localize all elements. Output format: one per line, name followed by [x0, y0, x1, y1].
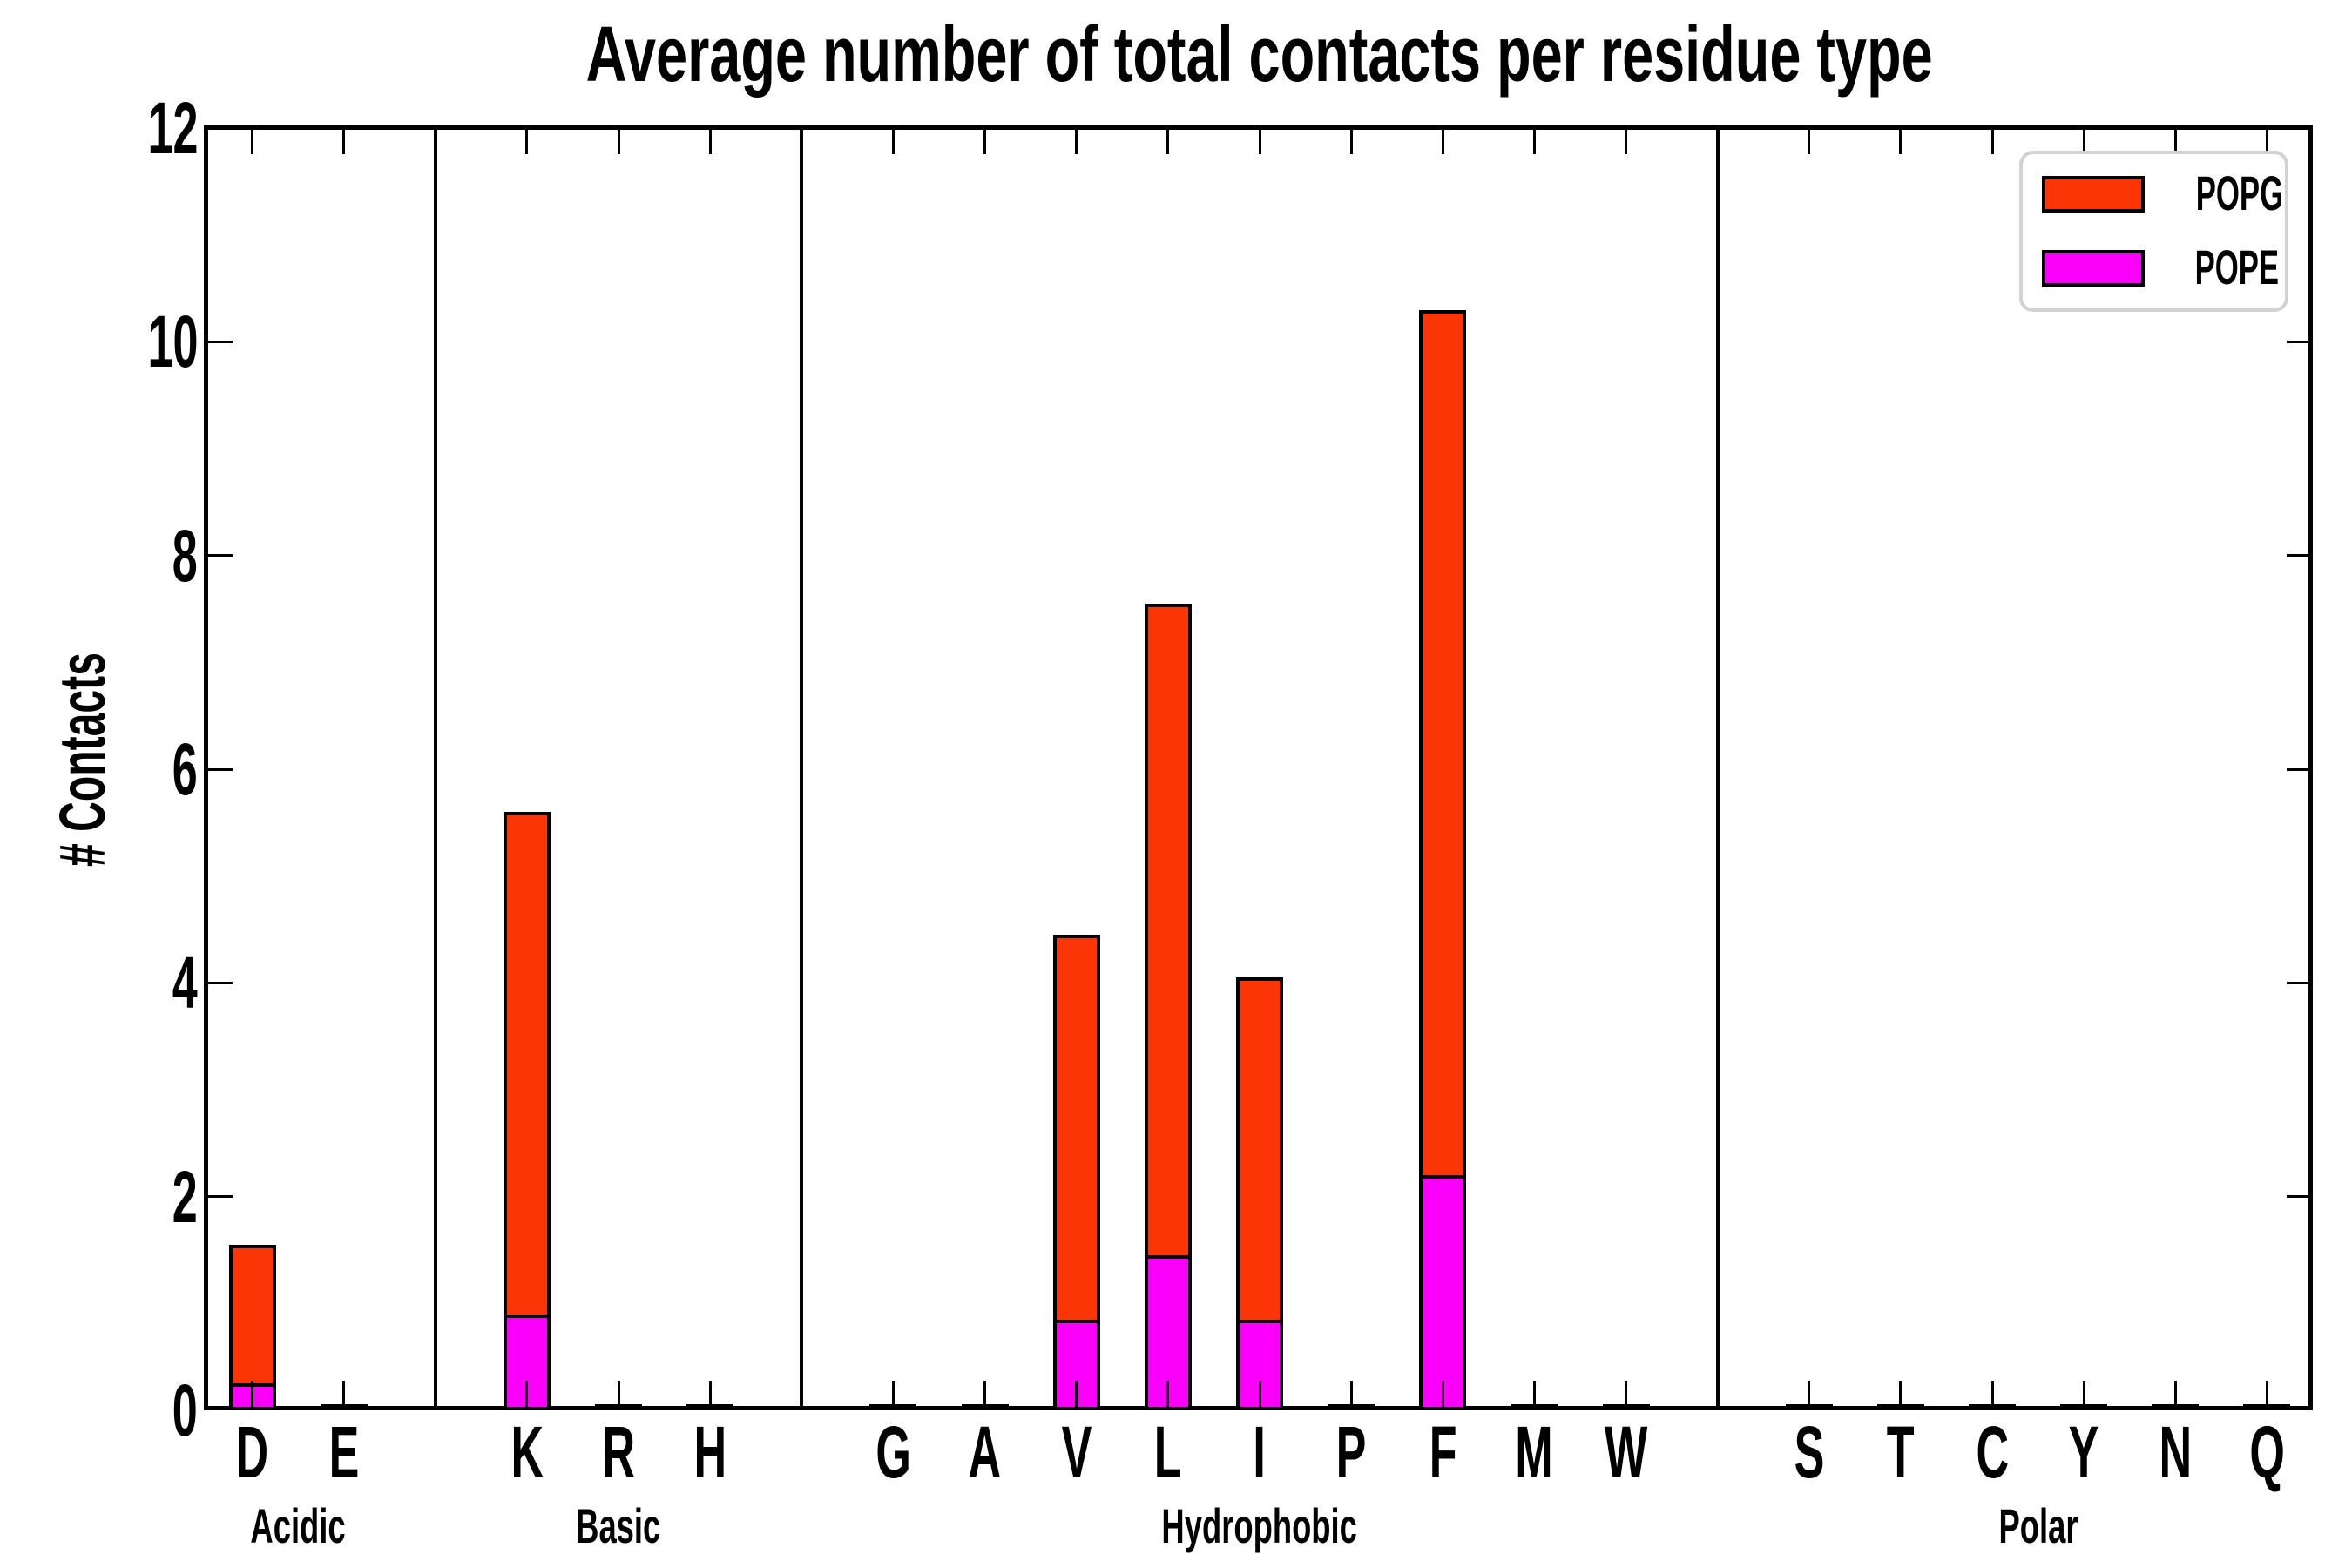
x-tick-bottom-C [1990, 1381, 1994, 1409]
x-label-P: P [1335, 1411, 1367, 1493]
x-tick-top-L [1166, 130, 1170, 154]
x-tick-bottom-S [1808, 1381, 1811, 1409]
y-tick-label-10: 10 [147, 301, 198, 383]
x-tick-bottom-K [525, 1381, 529, 1409]
x-tick-bottom-H [708, 1381, 712, 1409]
y-tick-left-10 [208, 340, 233, 343]
x-tick-top-H [708, 130, 712, 154]
x-tick-bottom-Q [2265, 1381, 2268, 1409]
x-tick-bottom-V [1075, 1381, 1078, 1409]
y-tick-left-8 [208, 554, 233, 558]
y-tick-label-4: 4 [172, 942, 198, 1024]
group-divider-2 [1715, 128, 1720, 1410]
bar-popg-I [1236, 977, 1283, 1323]
bar-popg-D [228, 1244, 276, 1388]
y-tick-label-0: 0 [172, 1369, 198, 1451]
group-divider-0 [433, 128, 437, 1410]
x-tick-bottom-I [1258, 1381, 1261, 1409]
x-tick-bottom-L [1166, 1381, 1170, 1409]
x-tick-bottom-D [251, 1381, 254, 1409]
x-label-W: W [1604, 1411, 1648, 1493]
x-tick-top-Y [2082, 130, 2085, 154]
x-label-R: R [602, 1411, 635, 1493]
y-tick-right-10 [2287, 340, 2311, 343]
x-label-S: S [1794, 1411, 1825, 1493]
x-tick-bottom-A [983, 1381, 987, 1409]
x-tick-top-S [1808, 130, 1811, 154]
x-label-N: N [2159, 1411, 2193, 1493]
y-tick-right-2 [2287, 1195, 2311, 1199]
x-tick-top-I [1258, 130, 1261, 154]
legend: POPG POPE [2019, 151, 2288, 312]
x-label-Y: Y [2068, 1411, 2099, 1493]
x-tick-top-M [1532, 130, 1536, 154]
x-tick-top-A [983, 130, 987, 154]
bar-popg-K [503, 812, 551, 1318]
x-label-G: G [875, 1411, 911, 1493]
x-tick-bottom-R [617, 1381, 620, 1409]
bar-popg-V [1052, 935, 1100, 1323]
popg-legend-label: POPG [2195, 166, 2284, 220]
y-tick-label-12: 12 [147, 87, 198, 169]
x-tick-top-T [1899, 130, 1903, 154]
y-tick-right-6 [2287, 767, 2311, 771]
x-label-M: M [1515, 1411, 1554, 1493]
x-label-K: K [510, 1411, 544, 1493]
x-label-V: V [1061, 1411, 1092, 1493]
y-tick-label-6: 6 [172, 728, 198, 810]
y-tick-left-6 [208, 767, 233, 771]
x-label-D: D [235, 1411, 269, 1493]
x-label-C: C [1976, 1411, 2009, 1493]
chart-title: Average number of total contacts per res… [586, 11, 1933, 98]
x-tick-bottom-Y [2082, 1381, 2085, 1409]
group-label-polar: Polar [1998, 1498, 2078, 1553]
x-tick-bottom-M [1532, 1381, 1536, 1409]
x-tick-top-R [617, 130, 620, 154]
pope-color-swatch [2042, 250, 2145, 287]
x-tick-top-K [525, 130, 529, 154]
bar-pope-F [1419, 1175, 1467, 1410]
group-label-acidic: Acidic [250, 1498, 346, 1553]
y-tick-label-8: 8 [172, 514, 198, 597]
x-tick-top-V [1075, 130, 1078, 154]
x-label-L: L [1153, 1411, 1182, 1493]
x-tick-top-N [2173, 130, 2177, 154]
x-label-F: F [1429, 1411, 1457, 1493]
group-divider-1 [800, 128, 804, 1410]
pope-legend-label: POPE [2194, 240, 2280, 294]
x-tick-top-P [1349, 130, 1353, 154]
x-label-T: T [1886, 1411, 1915, 1493]
x-label-A: A [968, 1411, 1002, 1493]
y-tick-left-2 [208, 1195, 233, 1199]
x-tick-bottom-W [1625, 1381, 1628, 1409]
x-tick-top-C [1990, 130, 1994, 154]
x-tick-bottom-F [1441, 1381, 1444, 1409]
x-tick-top-E [342, 130, 346, 154]
group-label-hydrophobic: Hydrophobic [1161, 1498, 1358, 1553]
x-tick-bottom-G [891, 1381, 895, 1409]
x-tick-bottom-E [342, 1381, 346, 1409]
x-tick-bottom-T [1899, 1381, 1903, 1409]
y-tick-label-2: 2 [172, 1155, 198, 1238]
group-label-basic: Basic [576, 1498, 661, 1553]
x-tick-top-D [251, 130, 254, 154]
x-label-I: I [1253, 1411, 1267, 1493]
x-tick-top-W [1625, 130, 1628, 154]
x-tick-top-F [1441, 130, 1444, 154]
x-label-H: H [693, 1411, 727, 1493]
bar-popg-F [1419, 309, 1467, 1179]
y-tick-right-4 [2287, 981, 2311, 984]
x-tick-top-Q [2265, 130, 2268, 154]
popg-color-swatch [2042, 176, 2145, 213]
x-tick-bottom-P [1349, 1381, 1353, 1409]
x-label-Q: Q [2249, 1411, 2285, 1493]
bar-popg-L [1144, 603, 1192, 1260]
y-tick-left-4 [208, 981, 233, 984]
x-tick-bottom-N [2173, 1381, 2177, 1409]
x-label-E: E [328, 1411, 360, 1493]
y-tick-right-8 [2287, 554, 2311, 558]
x-tick-top-G [891, 130, 895, 154]
